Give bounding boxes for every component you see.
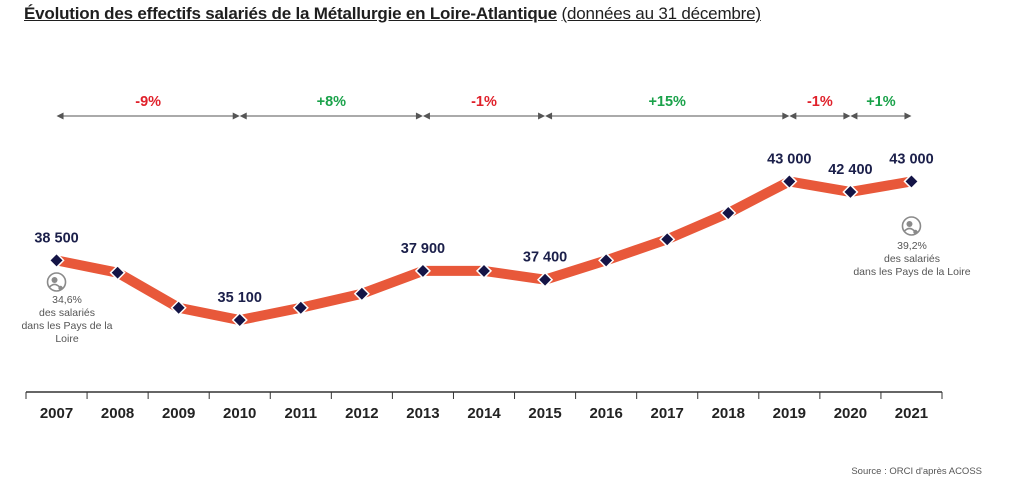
data-label-2010: 35 100 (218, 290, 262, 306)
data-label-2020: 42 400 (828, 162, 872, 178)
source-note: Source : ORCI d'après ACOSS (851, 466, 982, 477)
note-left: 34,6% des salariés dans les Pays de la L… (12, 294, 122, 346)
globe-people-icon (46, 272, 67, 292)
period-label-3: +15% (648, 94, 686, 110)
note-left-text1: des salariés (38, 307, 96, 319)
icon-head (906, 221, 913, 227)
x-tick-label-2012: 2012 (345, 405, 378, 422)
note-right-percent: 39,2% (897, 240, 927, 252)
icon-body (48, 283, 61, 288)
period-label-0: -9% (135, 94, 161, 110)
icon-head (51, 277, 58, 283)
chart-title-main: Évolution des effectifs salariés de la M… (24, 4, 557, 23)
x-tick-label-2009: 2009 (162, 405, 195, 422)
data-label-2013: 37 900 (401, 241, 445, 257)
x-tick-label-2016: 2016 (589, 405, 622, 422)
period-arrow-head (422, 112, 430, 120)
x-tick-label-2013: 2013 (406, 405, 439, 422)
period-label-1: +8% (317, 94, 347, 110)
series-line-layer (51, 176, 917, 326)
data-markers (48, 173, 920, 329)
period-label-2: -1% (471, 94, 497, 110)
data-marker-2011 (292, 299, 309, 316)
period-arrow-head (232, 112, 240, 120)
chart-title-subtitle: (données au 31 décembre) (561, 4, 762, 23)
period-arrow-head (415, 112, 423, 120)
data-label-2015: 37 400 (523, 250, 567, 266)
period-label-4: -1% (807, 94, 833, 110)
data-marker-2012 (353, 285, 370, 302)
period-arrow-head (850, 112, 858, 120)
data-marker-2010 (231, 311, 248, 329)
icon-dot (58, 285, 63, 291)
period-arrow-head (538, 112, 546, 120)
note-icons (46, 216, 922, 292)
data-labels: 38 500 35 100 37 900 37 400 43 000 42 400 43 0… (34, 151, 933, 306)
x-tick-label-2020: 2020 (834, 405, 867, 422)
data-label-2019: 43 000 (767, 151, 811, 167)
globe-people-icon (901, 216, 922, 236)
data-marker-2018 (720, 204, 737, 222)
data-label-2021: 43 000 (889, 151, 933, 167)
x-tick-label-2007: 2007 (40, 405, 73, 422)
note-left-text2: dans les Pays de la Loire (21, 320, 113, 345)
data-label-2007: 38 500 (34, 230, 78, 246)
x-tick-label-2021: 2021 (895, 405, 928, 422)
data-marker-2021 (903, 173, 920, 190)
icon-dot (913, 229, 918, 235)
data-marker-2019 (781, 173, 798, 190)
note-left-percent: 34,6% (52, 294, 82, 306)
x-tick-label-2017: 2017 (651, 405, 684, 422)
period-arrows: -9% +8% -1% +15% -1% +1% (56, 94, 912, 120)
x-tick-label-2014: 2014 (467, 405, 501, 422)
data-marker-2014 (475, 262, 493, 279)
data-marker-2020 (842, 183, 859, 201)
period-arrow-head (904, 112, 912, 120)
data-marker-2017 (659, 231, 676, 248)
data-marker-2008 (109, 264, 126, 281)
x-tick-label-2008: 2008 (101, 405, 134, 422)
data-marker-2007 (48, 252, 65, 269)
data-marker-2015 (537, 271, 554, 288)
note-right: 39,2% des salariés dans les Pays de la L… (850, 240, 974, 279)
period-arrow-head (239, 112, 247, 120)
data-marker-2009 (170, 299, 187, 316)
x-tick-label-2011: 2011 (285, 405, 318, 422)
period-arrow-head (782, 112, 790, 120)
icon-circle (901, 216, 922, 236)
period-arrow-head (545, 112, 553, 120)
data-marker-2013 (414, 262, 431, 279)
icon-body (903, 227, 916, 232)
x-tick-label-2010: 2010 (223, 405, 256, 422)
period-arrow-head (56, 112, 64, 120)
data-marker-2016 (598, 252, 615, 269)
period-arrow-head (843, 112, 851, 120)
chart-title: Évolution des effectifs salariés de la M… (24, 4, 761, 24)
series-line (51, 176, 917, 326)
note-right-text2: dans les Pays de la Loire (853, 266, 971, 278)
icon-circle (46, 272, 67, 292)
x-tick-label-2018: 2018 (712, 405, 745, 422)
period-arrow-head (789, 112, 797, 120)
x-axis: 2007 2008 2009 2010 2011 2012 2013 2014 2015 2016… (25, 391, 943, 422)
x-tick-label-2015: 2015 (528, 405, 561, 422)
period-label-5: +1% (866, 94, 896, 110)
note-right-text1: des salariés (883, 253, 941, 265)
x-tick-label-2019: 2019 (773, 405, 806, 422)
